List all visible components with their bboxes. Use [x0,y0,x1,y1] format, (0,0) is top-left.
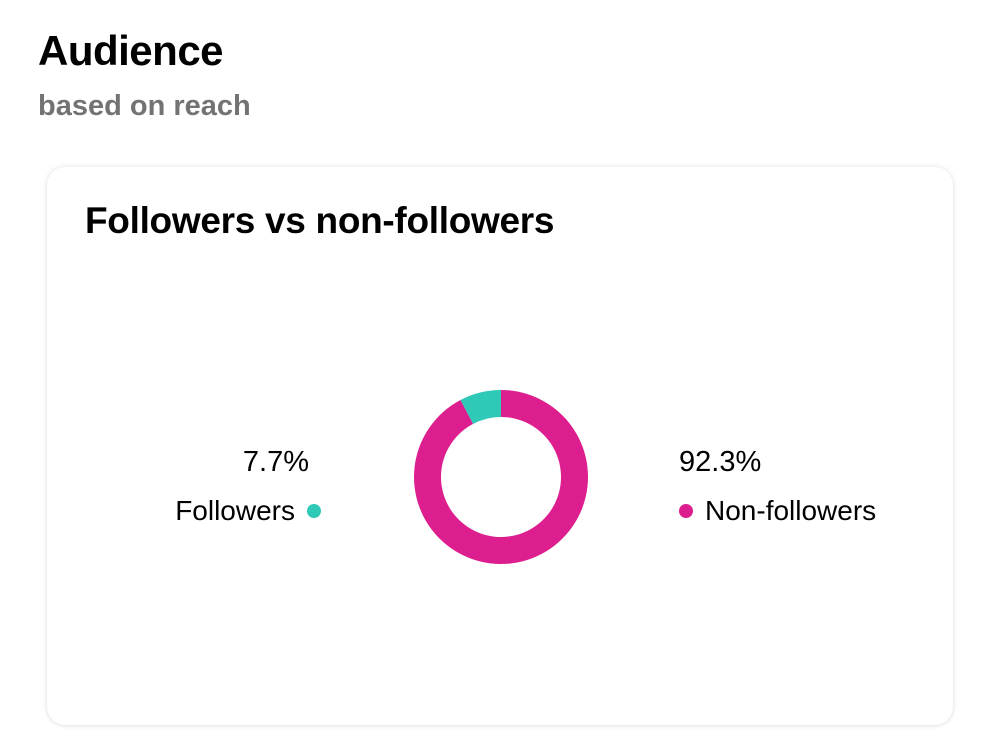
donut-chart [414,390,588,564]
followers-percentage: 7.7% [242,446,309,478]
donut-slice-non-followers [414,390,588,564]
card-title: Followers vs non-followers [85,200,555,241]
non-followers-legend-label: Non-followers [705,495,877,526]
followers-legend-label: Followers [175,495,295,526]
non-followers-percentage: 92.3% [679,446,762,478]
non-followers-legend: Non-followers [679,494,876,528]
page-subtitle: based on reach [38,90,251,122]
followers-card: Followers vs non-followers 7.7% Follower… [47,167,953,725]
followers-legend-dot [307,504,321,518]
donut-slice-followers [460,390,501,424]
followers-legend: Followers [175,494,321,528]
page-title: Audience [38,27,224,74]
non-followers-legend-dot [679,504,693,518]
